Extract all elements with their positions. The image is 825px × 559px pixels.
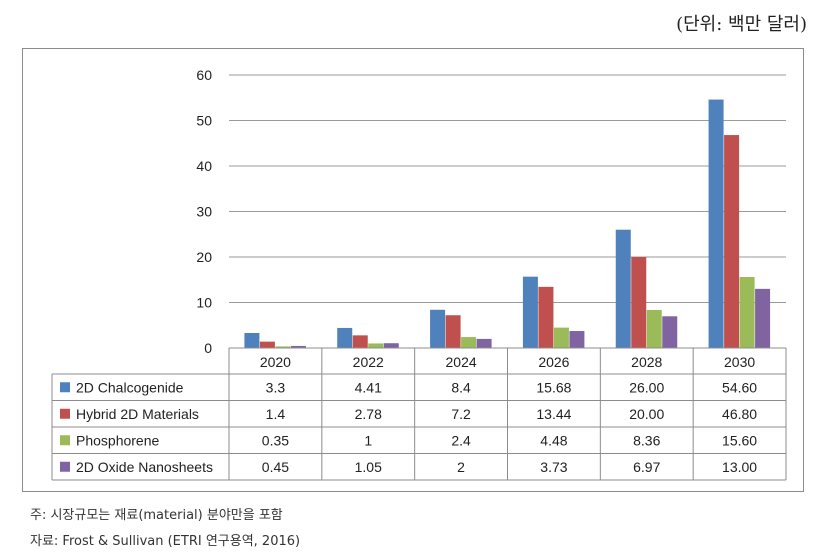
y-tick-label: 40: [196, 158, 212, 174]
bar-2026-series-1: [522, 276, 538, 348]
x-tick-label: 2028: [631, 354, 662, 370]
data-label: 15.68: [536, 379, 571, 395]
legend-swatch: [60, 435, 70, 446]
data-label: 2.78: [355, 406, 382, 422]
x-tick-label: 2022: [353, 354, 384, 370]
y-tick-label: 50: [196, 113, 212, 129]
bar-2024-series-2: [445, 315, 461, 348]
y-tick-label: 20: [196, 249, 212, 265]
bar-2028-series-2: [631, 257, 647, 348]
bar-2020-series-1: [244, 332, 260, 348]
bar-2028-series-1: [615, 229, 631, 348]
bar-2020-series-3: [275, 346, 291, 348]
bar-2024-series-1: [430, 309, 446, 348]
data-label: 2.4: [451, 432, 471, 448]
data-label: 8.4: [451, 379, 471, 395]
bar-2020-series-2: [259, 341, 275, 348]
bar-2024-series-3: [461, 337, 477, 348]
data-label: 13.00: [722, 459, 757, 475]
data-label: 1: [364, 432, 372, 448]
legend-label: Phosphorene: [76, 432, 160, 448]
data-label: 54.60: [722, 379, 757, 395]
bar-2030-series-2: [724, 135, 740, 348]
bar-2020-series-4: [290, 345, 306, 348]
note-scope: 주: 시장규모는 재료(material) 분야만을 포함: [30, 508, 283, 523]
data-label: 0.35: [262, 432, 289, 448]
bar-2028-series-3: [646, 309, 662, 348]
data-label: 2: [457, 459, 465, 475]
data-label: 4.48: [540, 432, 567, 448]
x-tick-label: 2026: [538, 354, 569, 370]
bar-2028-series-4: [662, 316, 678, 348]
data-label: 0.45: [262, 459, 289, 475]
data-label: 6.97: [633, 459, 660, 475]
y-tick-label: 10: [196, 295, 212, 311]
x-tick-label: 2024: [446, 354, 477, 370]
legend-swatch: [60, 382, 70, 393]
bar-2030-series-3: [739, 277, 755, 348]
data-label: 46.80: [722, 406, 757, 422]
data-label: 1.4: [266, 406, 286, 422]
bar-2022-series-1: [337, 327, 353, 348]
y-tick-label: 30: [196, 204, 212, 220]
y-tick-label: 0: [204, 340, 212, 356]
data-label: 26.00: [629, 379, 664, 395]
bar-2030-series-4: [755, 288, 771, 348]
legend-label: Hybrid 2D Materials: [76, 406, 199, 422]
legend-label: 2D Oxide Nanosheets: [76, 459, 213, 475]
bar-2022-series-2: [352, 335, 368, 348]
legend-swatch: [60, 408, 70, 419]
data-label: 4.41: [355, 379, 382, 395]
data-label: 3.73: [540, 459, 567, 475]
note-source: 자료: Frost & Sullivan (ETRI 연구용역, 2016): [30, 534, 301, 549]
bar-2022-series-3: [368, 343, 384, 348]
data-label: 15.60: [722, 432, 757, 448]
bar-2026-series-2: [538, 286, 554, 348]
data-label: 3.3: [266, 379, 286, 395]
chart-frame: [22, 48, 804, 492]
unit-label: (단위: 백만 달러): [676, 14, 807, 35]
data-label: 13.44: [536, 406, 571, 422]
x-tick-label: 2020: [260, 354, 291, 370]
data-label: 1.05: [355, 459, 382, 475]
legend-label: 2D Chalcogenide: [76, 379, 184, 395]
bar-2030-series-1: [708, 99, 724, 348]
data-label: 8.36: [633, 432, 660, 448]
data-label: 7.2: [451, 406, 471, 422]
bar-2026-series-4: [569, 331, 585, 348]
data-label: 20.00: [629, 406, 664, 422]
legend-swatch: [60, 461, 70, 472]
x-tick-label: 2030: [724, 354, 755, 370]
bar-2022-series-4: [383, 343, 399, 348]
bar-2024-series-4: [476, 338, 492, 348]
y-tick-label: 60: [196, 67, 212, 83]
bar-2026-series-3: [553, 327, 569, 348]
